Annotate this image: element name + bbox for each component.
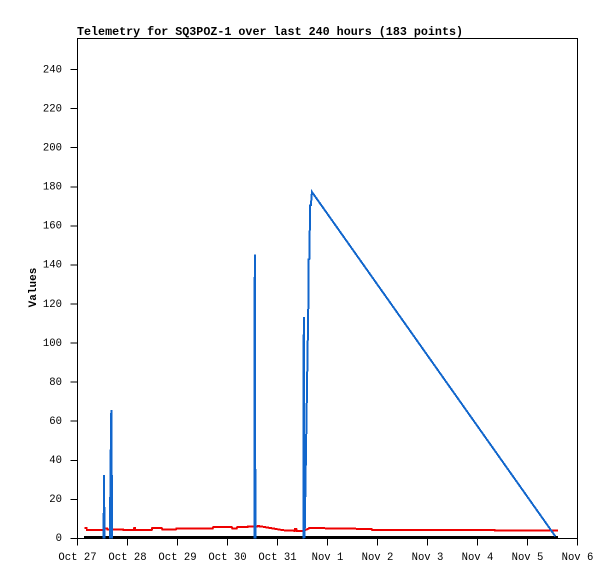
svg-text:Telemetry for SQ3POZ-1 over la: Telemetry for SQ3POZ-1 over last 240 hou…: [77, 26, 463, 39]
svg-text:Nov 3: Nov 3: [412, 552, 444, 564]
svg-text:200: 200: [43, 143, 62, 155]
svg-text:180: 180: [43, 182, 62, 194]
svg-text:0: 0: [56, 533, 62, 545]
svg-text:40: 40: [49, 455, 62, 467]
svg-text:Values: Values: [28, 268, 40, 308]
svg-text:80: 80: [49, 377, 62, 389]
svg-text:Nov 2: Nov 2: [362, 552, 394, 564]
svg-text:240: 240: [43, 64, 62, 76]
svg-text:Oct 28: Oct 28: [108, 552, 146, 564]
svg-text:Nov 6: Nov 6: [562, 552, 594, 564]
svg-text:Oct 27: Oct 27: [58, 552, 96, 564]
svg-text:Nov 5: Nov 5: [512, 552, 544, 564]
svg-text:Nov 1: Nov 1: [312, 552, 344, 564]
svg-text:60: 60: [49, 416, 62, 428]
svg-text:Oct 29: Oct 29: [158, 552, 196, 564]
svg-text:20: 20: [49, 494, 62, 506]
svg-text:120: 120: [43, 299, 62, 311]
svg-text:160: 160: [43, 221, 62, 233]
svg-text:Oct 31: Oct 31: [258, 552, 296, 564]
svg-text:220: 220: [43, 104, 62, 116]
svg-text:Oct 30: Oct 30: [208, 552, 246, 564]
svg-text:140: 140: [43, 260, 62, 272]
svg-text:100: 100: [43, 338, 62, 350]
svg-text:Nov 4: Nov 4: [462, 552, 494, 564]
